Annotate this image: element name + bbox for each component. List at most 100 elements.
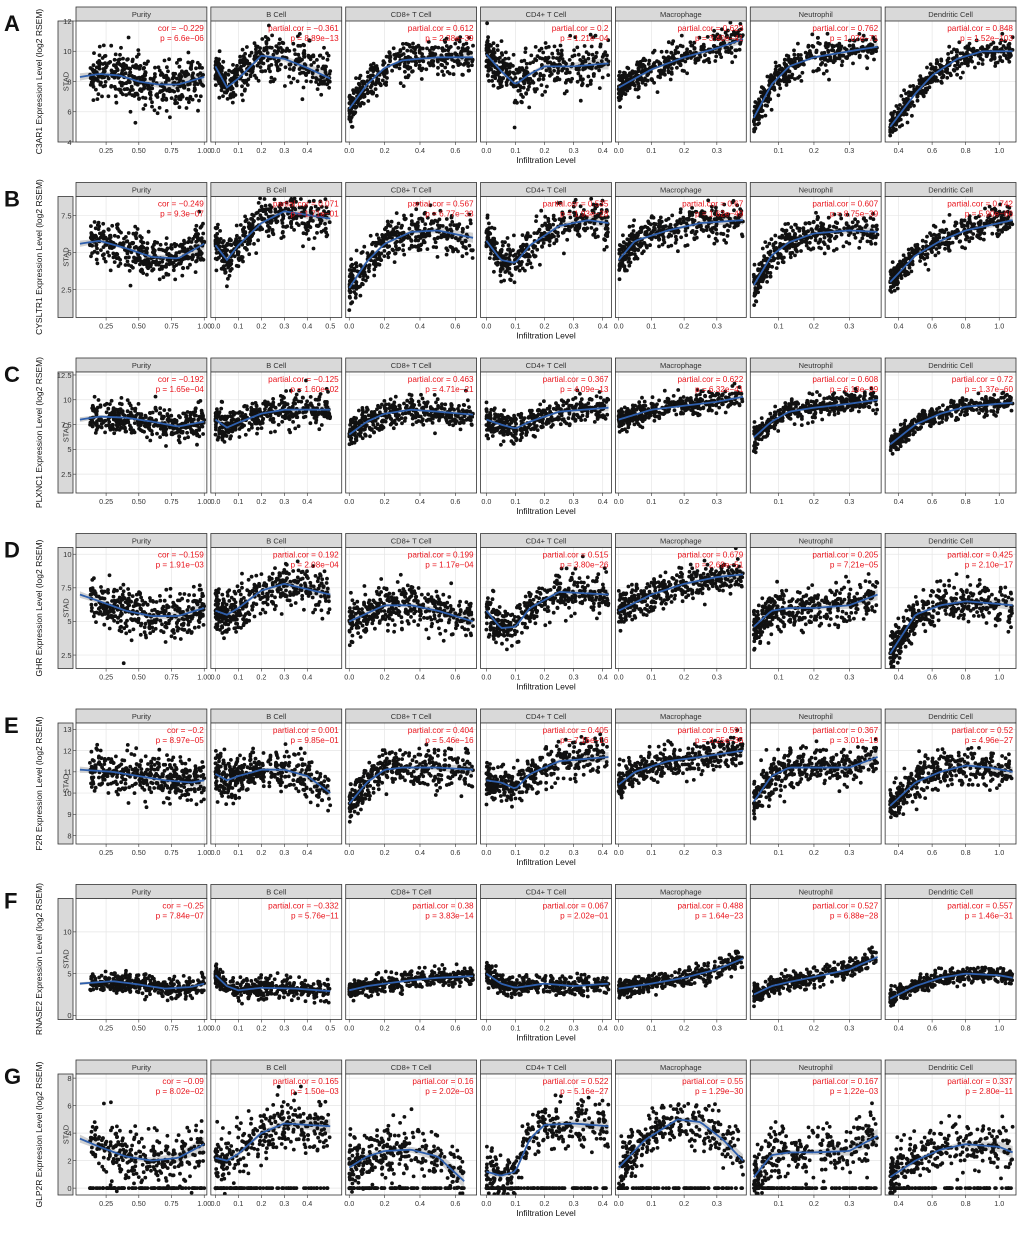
data-point [460, 72, 465, 77]
data-point [808, 51, 813, 55]
data-point [505, 268, 509, 273]
data-point [676, 249, 680, 254]
data-point [91, 98, 96, 102]
data-point [587, 65, 592, 70]
data-point [552, 78, 557, 83]
data-point [583, 222, 588, 226]
strip-stad-label: STAD [62, 71, 71, 91]
data-point [498, 273, 503, 278]
data-point [993, 61, 998, 65]
data-point [512, 280, 517, 285]
data-point [715, 231, 719, 236]
data-point [889, 111, 894, 116]
data-point [847, 43, 852, 48]
data-point [707, 234, 711, 239]
data-point [541, 77, 546, 81]
data-point [199, 236, 204, 241]
data-point [194, 223, 199, 228]
data-point [719, 41, 723, 46]
stat-correlation: partial.cor = 0.071 [273, 200, 339, 209]
data-point [262, 217, 267, 221]
data-point [263, 203, 268, 208]
data-point [144, 247, 149, 252]
data-point [523, 46, 528, 51]
data-point [465, 225, 470, 230]
data-point [213, 256, 218, 261]
data-point [664, 49, 669, 54]
data-point [947, 44, 952, 49]
data-point [556, 51, 561, 56]
data-point [955, 66, 959, 71]
trend-line [485, 53, 609, 85]
data-point [413, 59, 418, 64]
data-point [423, 226, 427, 231]
data-point [1007, 46, 1012, 51]
data-point [316, 82, 321, 87]
data-point [562, 251, 566, 256]
data-point [627, 233, 632, 238]
data-point [178, 72, 183, 77]
data-point [266, 228, 271, 233]
data-point [429, 51, 433, 56]
data-point [902, 88, 906, 93]
panel-title: Purity [132, 10, 151, 19]
x-tick-label: 0.4 [302, 146, 312, 155]
data-point [194, 258, 199, 263]
data-point [388, 224, 393, 228]
data-point [314, 76, 318, 80]
data-point [188, 94, 193, 99]
data-point [288, 67, 292, 71]
data-point [723, 30, 728, 35]
data-point [540, 244, 544, 249]
data-point [555, 48, 560, 53]
data-point [715, 239, 719, 243]
data-point [667, 225, 672, 230]
data-point [495, 262, 500, 267]
data-point [864, 37, 868, 42]
data-point [292, 66, 296, 70]
data-point [678, 43, 683, 48]
data-point [354, 76, 358, 80]
data-point [296, 223, 301, 228]
data-point [659, 49, 664, 54]
data-point [408, 65, 413, 70]
data-point [655, 90, 660, 94]
data-point [137, 75, 142, 80]
data-point [247, 53, 252, 58]
data-point [184, 106, 189, 110]
data-point [283, 225, 288, 229]
data-point [464, 41, 469, 46]
data-point [498, 55, 502, 60]
data-point [135, 227, 140, 231]
data-point [486, 69, 491, 73]
data-point [531, 60, 535, 64]
data-point [776, 70, 780, 75]
data-point [156, 65, 161, 70]
data-point [562, 91, 567, 96]
stat-p-value: p = 1.52e−103 [960, 34, 1013, 43]
panel-frame [615, 20, 747, 143]
data-point [216, 78, 221, 82]
data-point [658, 221, 662, 226]
data-point [628, 252, 633, 256]
data-point [821, 71, 826, 76]
y-tick-label: 12 [63, 17, 71, 26]
data-point [452, 59, 457, 63]
data-point [577, 68, 581, 72]
data-point [351, 96, 356, 101]
data-point [831, 48, 836, 53]
stat-correlation: cor = −0.249 [158, 200, 204, 209]
data-point [763, 103, 768, 108]
data-point [263, 69, 268, 73]
data-point [308, 57, 313, 62]
data-point [792, 56, 797, 61]
data-point [99, 248, 103, 253]
data-point [277, 67, 282, 72]
data-point [305, 223, 310, 228]
data-point [225, 97, 230, 101]
data-point [517, 268, 522, 273]
data-point [145, 272, 149, 277]
data-point [277, 41, 281, 46]
data-point [130, 57, 135, 62]
data-point [588, 82, 593, 86]
